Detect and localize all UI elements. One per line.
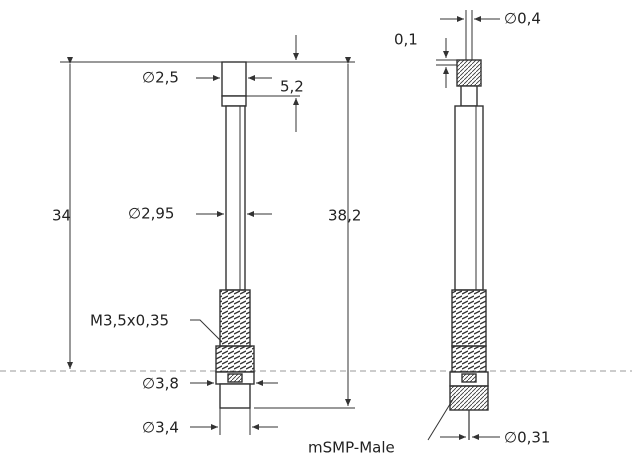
label: ∅0,4 <box>504 10 541 28</box>
label: M3,5x0,35 <box>90 312 169 330</box>
label: 38,2 <box>328 207 361 225</box>
label: 34 <box>52 207 71 225</box>
left-dimensions <box>60 35 355 435</box>
right-antenna <box>449 59 489 440</box>
label: ∅2,95 <box>128 205 174 223</box>
label: mSMP-Male <box>308 439 395 457</box>
label: ∅0,31 <box>504 429 550 447</box>
label: ∅2,5 <box>142 69 179 87</box>
label: 0,1 <box>394 31 418 49</box>
label: 5,2 <box>280 78 304 96</box>
right-dimensions <box>427 10 500 441</box>
left-antenna <box>215 61 255 409</box>
label: ∅3,8 <box>142 375 179 393</box>
label: ∅3,4 <box>142 419 179 437</box>
